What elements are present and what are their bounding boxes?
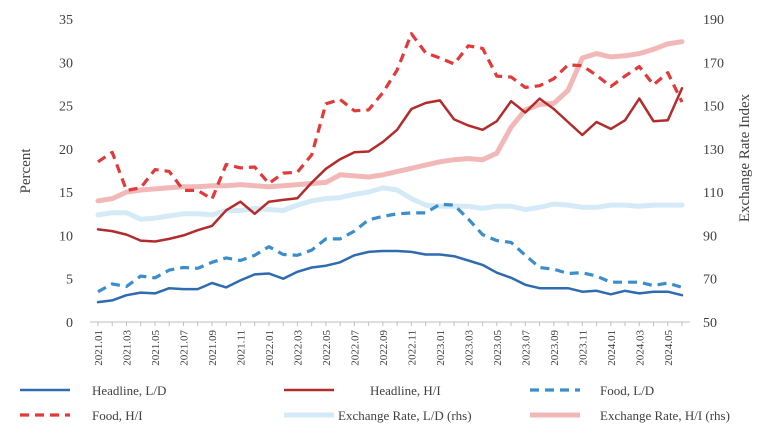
- series-line: [97, 32, 684, 201]
- x-tick-label: 2021.05: [150, 330, 162, 366]
- right-tick-label: 170: [703, 56, 724, 71]
- right-axis: 50 70 90 110 130 150 170 190: [703, 13, 724, 331]
- series-line: [97, 202, 683, 294]
- series-lines: [95, 32, 685, 304]
- series-line: [95, 185, 685, 222]
- x-tick-label: 2024.05: [663, 330, 675, 366]
- x-tick-label: 2023.11: [577, 330, 589, 365]
- x-tick-label: 2022.07: [349, 330, 361, 366]
- left-tick-label: 20: [59, 143, 73, 158]
- x-tick-label: 2023.01: [435, 330, 447, 366]
- x-tick-label: 2022.11: [406, 330, 418, 365]
- left-axis-title: Percent: [18, 148, 34, 194]
- series-line: [95, 39, 685, 204]
- x-axis-ticks: 2021.01 2021.03 2021.05 2021.07 2021.09 2021.…: [93, 322, 683, 366]
- left-axis: 0 5 10 15 20 25 30 35: [59, 13, 73, 331]
- x-tick-label: 2023.05: [492, 329, 504, 365]
- left-tick-label: 0: [66, 316, 73, 331]
- right-axis-title: Exchange Rate Index: [737, 93, 753, 222]
- x-tick-label: 2022.03: [292, 330, 304, 366]
- x-tick-label: 2024.03: [634, 330, 646, 366]
- x-tick-label: 2021.11: [235, 330, 247, 365]
- left-tick-label: 10: [59, 229, 73, 244]
- x-tick-label: 2023.03: [463, 330, 475, 366]
- x-tick-label: 2023.07: [520, 330, 532, 366]
- right-tick-label: 150: [703, 100, 724, 115]
- legend-label: Headline, L/D: [92, 383, 166, 398]
- right-tick-label: 70: [703, 273, 717, 288]
- x-tick-label: 2021.03: [121, 330, 133, 366]
- right-tick-label: 110: [703, 186, 723, 201]
- right-tick-label: 50: [703, 316, 717, 331]
- right-tick-label: 90: [703, 229, 717, 244]
- left-tick-label: 5: [66, 273, 73, 288]
- x-tick-label: 2024.01: [606, 330, 618, 366]
- left-tick-label: 30: [59, 56, 73, 71]
- x-tick-label: 2022.09: [378, 330, 390, 366]
- series-line: [96, 249, 684, 304]
- x-tick-label: 2022.01: [264, 330, 276, 366]
- right-tick-label: 190: [703, 13, 724, 28]
- x-tick-label: 2023.09: [549, 330, 561, 366]
- left-tick-label: 35: [59, 13, 73, 28]
- x-tick-label: 2022.05: [321, 330, 333, 366]
- legend-label: Exchange Rate, L/D (rhs): [338, 408, 472, 423]
- legend-label: Headline, H/I: [370, 383, 441, 398]
- legend-label: Exchange Rate, H/I (rhs): [600, 408, 730, 423]
- right-tick-label: 130: [703, 143, 724, 158]
- x-tick-label: 2021.01: [93, 330, 105, 366]
- left-tick-label: 25: [59, 100, 73, 115]
- legend-label: Food, H/I: [92, 408, 143, 423]
- x-tick-label: 2021.09: [207, 330, 219, 366]
- legend: Headline, L/D Headline, H/I Food, L/D Food,…: [20, 383, 730, 423]
- series-line: [96, 87, 684, 243]
- legend-label: Food, L/D: [600, 383, 654, 398]
- x-tick-label: 2021.07: [178, 330, 190, 366]
- left-tick-label: 15: [59, 186, 73, 201]
